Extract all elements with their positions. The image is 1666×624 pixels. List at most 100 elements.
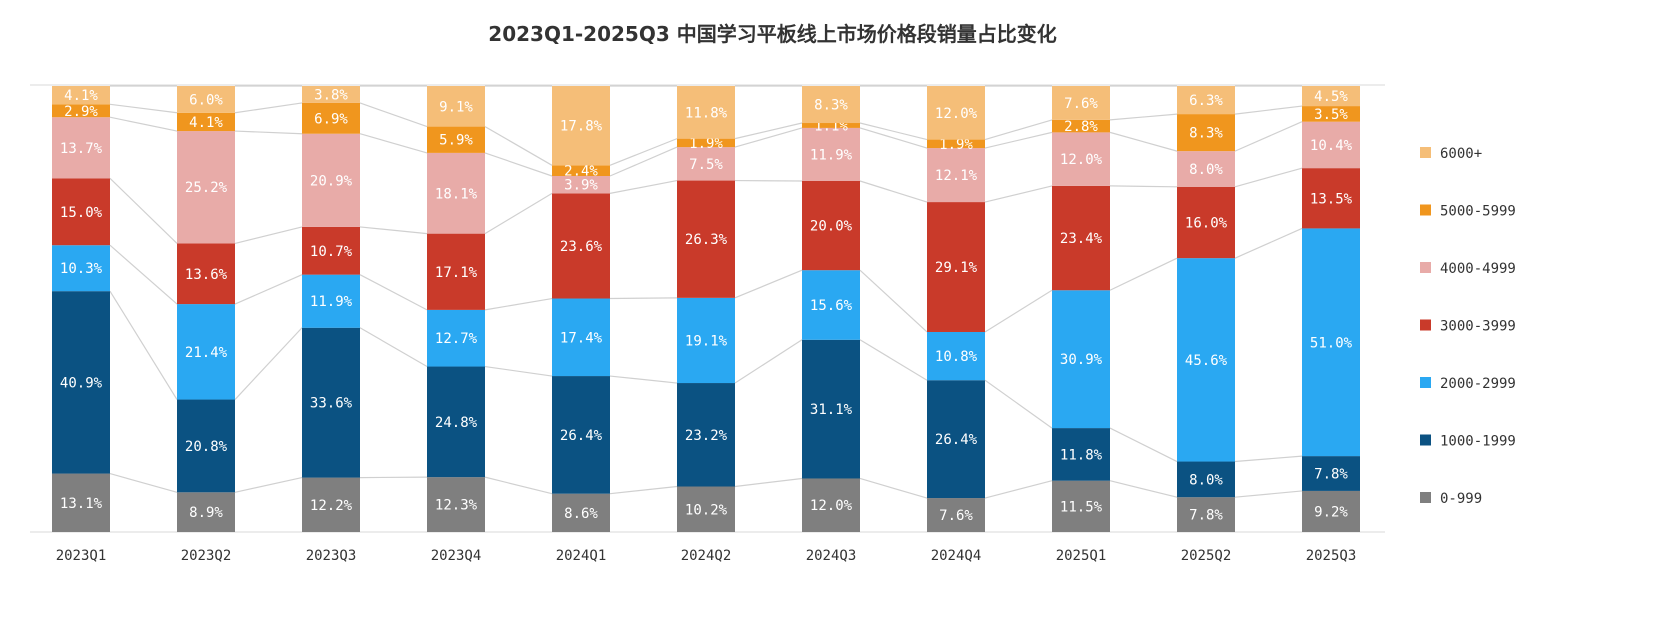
data-label: 26.4% (560, 428, 603, 444)
bar-segment (802, 478, 860, 532)
data-label: 7.6% (939, 508, 973, 524)
data-label: 3.8% (314, 87, 348, 103)
bar-segment (802, 127, 860, 181)
data-label: 7.8% (1314, 467, 1348, 483)
bar-segment (927, 498, 985, 532)
bar-segment (1177, 86, 1235, 115)
data-label: 15.6% (810, 298, 853, 314)
bar-segment (677, 180, 735, 298)
legend-swatch (1420, 434, 1431, 446)
data-label: 17.8% (560, 119, 603, 135)
bar-segment (1052, 86, 1110, 120)
bar-segment (1052, 185, 1110, 291)
data-label: 8.0% (1189, 162, 1223, 178)
x-tick-label: 2024Q3 (806, 548, 857, 564)
bar-segment (52, 86, 110, 105)
series-connector-0-999 (859, 477, 928, 499)
bar-segment (1302, 86, 1360, 107)
data-label: 10.8% (935, 349, 978, 365)
data-label: 13.5% (1310, 191, 1353, 207)
series-connector-1000-1999 (234, 327, 303, 400)
x-tick-label: 2023Q3 (306, 548, 357, 564)
series-connector-0-999 (484, 476, 553, 495)
legend-label: 1000-1999 (1440, 434, 1516, 450)
series-connector-4000-4999 (984, 131, 1053, 149)
bar-segment (552, 86, 610, 166)
series-connector-4000-4999 (734, 127, 803, 148)
series-connector-2000-2999 (734, 269, 803, 299)
bar-segment (927, 331, 985, 381)
data-label: 2.8% (1064, 119, 1098, 135)
x-tick-label: 2023Q4 (431, 548, 482, 564)
data-label: 9.2% (1314, 504, 1348, 520)
bar-segment (1302, 168, 1360, 229)
legend-label: 4000-4999 (1440, 261, 1516, 277)
bar-segment (552, 165, 610, 177)
series-connector-5000-5999 (1234, 105, 1303, 115)
data-label: 12.2% (310, 498, 353, 514)
series-connector-5000-5999 (484, 126, 553, 166)
bar-segment (1302, 490, 1360, 532)
bar-segment (677, 138, 735, 148)
bar-segment (1052, 428, 1110, 481)
data-label: 19.1% (685, 333, 728, 349)
series-connector-4000-4999 (1234, 121, 1303, 152)
series-connector-0-999 (609, 485, 678, 495)
series-connector-2000-2999 (484, 297, 553, 311)
series-connector-3000-3999 (984, 185, 1053, 203)
legend-swatch (1420, 377, 1431, 388)
series-connector-1000-1999 (1109, 427, 1178, 463)
bar-segment (927, 86, 985, 140)
series-connector-3000-3999 (1234, 167, 1303, 188)
bar-segment (52, 291, 110, 474)
data-label: 31.1% (810, 402, 853, 418)
legend-label: 2000-2999 (1440, 376, 1516, 392)
series-connector-1000-1999 (484, 365, 553, 377)
data-label: 8.6% (564, 506, 598, 522)
x-tick-label: 2024Q1 (556, 548, 607, 564)
x-tick-label: 2025Q3 (1306, 548, 1357, 564)
data-label: 8.9% (189, 505, 223, 521)
series-connector-1000-1999 (984, 379, 1053, 429)
bar-segment (552, 176, 610, 194)
bar-segment (302, 327, 360, 478)
series-connector-5000-5999 (609, 138, 678, 166)
data-label: 12.0% (810, 498, 853, 514)
data-label: 21.4% (185, 345, 228, 361)
series-connector-1000-1999 (1234, 455, 1303, 463)
series-connector-3000-3999 (1109, 185, 1178, 188)
series-connector-4000-4999 (1109, 131, 1178, 152)
legend-swatch (1420, 147, 1431, 158)
series-connector-3000-3999 (359, 226, 428, 235)
data-label: 23.6% (560, 239, 603, 255)
bar-segment (302, 133, 360, 227)
data-label: 20.9% (310, 173, 353, 189)
series-connector-3000-3999 (109, 177, 178, 244)
data-label: 7.5% (689, 157, 723, 173)
bar-segment (802, 180, 860, 271)
series-connector-2000-2999 (859, 269, 928, 333)
series-connector-5000-5999 (859, 122, 928, 141)
bar-segment (802, 123, 860, 128)
bar-segment (177, 112, 235, 132)
bar-segment (677, 383, 735, 487)
legend-label: 3000-3999 (1440, 319, 1516, 335)
data-label: 6.9% (314, 111, 348, 127)
series-connector-5000-5999 (359, 102, 428, 128)
bar-segment (927, 202, 985, 332)
series-connector-1000-1999 (359, 327, 428, 368)
data-label: 23.2% (685, 428, 728, 444)
bar-segment (1302, 106, 1360, 122)
bar-segment (427, 366, 485, 478)
data-label: 45.6% (1185, 353, 1228, 369)
bar-segment (177, 304, 235, 400)
bar-segment (1052, 132, 1110, 186)
bar-segment (427, 477, 485, 532)
bar-segment (302, 102, 360, 134)
series-connector-3000-3999 (609, 179, 678, 194)
data-label: 24.8% (435, 415, 478, 431)
data-label: 51.0% (1310, 335, 1353, 351)
bar-segment (427, 152, 485, 234)
bar-segment (552, 376, 610, 494)
